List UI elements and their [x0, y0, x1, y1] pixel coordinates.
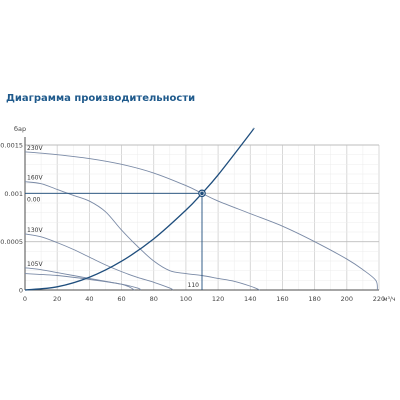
operating-point-marker: [200, 191, 204, 196]
y-tick-label: 0.0015: [0, 142, 23, 150]
x-tick-label: 180: [308, 295, 320, 303]
fan-curves: [24, 151, 378, 291]
series-label: 130V: [27, 227, 43, 234]
x-tick-label: 200: [341, 295, 353, 303]
x-axis-label: м³/ч: [383, 296, 396, 303]
x-tick-label: 100: [180, 295, 192, 303]
operating-point-y-label: 0.00: [27, 196, 41, 203]
x-tick-label: 160: [276, 295, 288, 303]
x-tick-label: 220: [373, 295, 385, 303]
series-line: [24, 233, 174, 291]
x-tick-label: 40: [85, 295, 93, 303]
series-label: 230V: [27, 145, 43, 152]
series-line: [24, 181, 261, 291]
x-tick-label: 140: [244, 295, 256, 303]
chart-title: Диаграмма производительности: [6, 93, 196, 104]
series-label: 160V: [27, 175, 43, 182]
series-label: 105V: [27, 261, 43, 268]
x-tick-label: 60: [117, 295, 125, 303]
x-tick-label: 120: [212, 295, 224, 303]
y-axis-label: бар: [14, 125, 26, 133]
series-line: [24, 267, 135, 291]
system-curve: [24, 127, 255, 291]
x-tick-label: 80: [150, 295, 158, 303]
series-line: [24, 151, 378, 291]
x-tick-label: 0: [23, 295, 27, 303]
series-line: [24, 273, 142, 291]
y-tick-label: 0: [19, 287, 23, 295]
operating-point-x-label: 110: [188, 282, 200, 289]
system-curve-group: [24, 127, 255, 291]
x-tick-label: 20: [53, 295, 61, 303]
y-tick-label: 0.001: [4, 190, 23, 198]
y-tick-label: 0.0005: [0, 238, 23, 246]
labels: 0 20 40 60 80 100 120 140 160 180 200 220 0 0.0005 0.0…: [0, 125, 395, 303]
